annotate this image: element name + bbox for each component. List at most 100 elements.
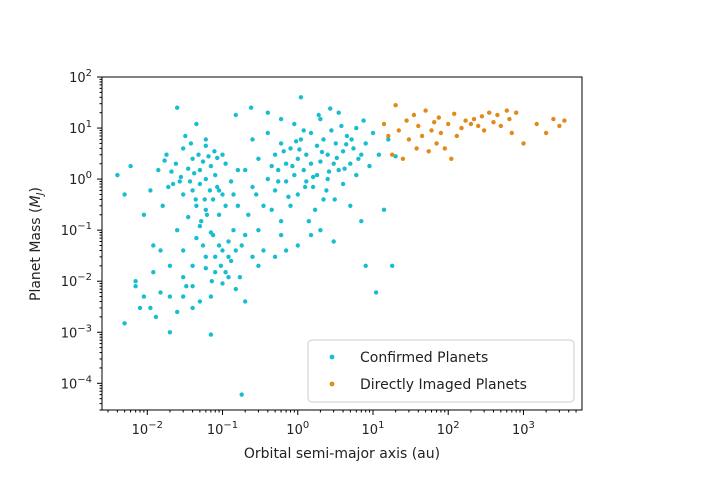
confirmed-planet-point (153, 314, 159, 320)
confirmed-planet-point (302, 184, 308, 190)
imaged-planet-point (436, 115, 441, 120)
confirmed-planet-point (278, 141, 284, 146)
confirmed-planet-point (141, 294, 147, 299)
confirmed-planet-point (306, 219, 311, 224)
confirmed-planet-point (318, 116, 323, 122)
confirmed-planet-point (226, 275, 231, 280)
confirmed-planet-point (115, 172, 120, 178)
confirmed-planet-point (216, 243, 222, 248)
imaged-planet-point (438, 130, 444, 136)
confirmed-planet-point (339, 123, 344, 129)
confirmed-planet-point (308, 232, 314, 238)
confirmed-planet-point (331, 239, 336, 244)
imaged-planet-point (423, 108, 428, 113)
confirmed-planet-point (197, 181, 203, 187)
confirmed-planet-point (243, 167, 248, 173)
confirmed-planet-point (203, 176, 208, 182)
confirmed-planet-point (190, 156, 195, 161)
imaged-planet-point (381, 121, 387, 127)
confirmed-planet-point (151, 243, 156, 248)
confirmed-planet-point (298, 95, 304, 100)
confirmed-planet-point (215, 155, 220, 161)
confirmed-planet-point (363, 141, 368, 146)
confirmed-planet-point (367, 163, 372, 169)
imaged-planet-point (514, 110, 519, 115)
confirmed-planet-point (370, 130, 376, 136)
imaged-planet-point (396, 128, 401, 133)
confirmed-planet-point (188, 141, 194, 146)
confirmed-planet-point (228, 258, 234, 264)
confirmed-planet-point (190, 263, 195, 268)
confirmed-planet-point (122, 192, 127, 197)
confirmed-planet-point (220, 248, 225, 253)
confirmed-planet-point (151, 270, 156, 275)
confirmed-planet-point (340, 181, 346, 187)
confirmed-planet-point (213, 270, 218, 275)
confirmed-planet-point (184, 284, 189, 289)
confirmed-planet-point (354, 125, 359, 131)
imaged-planet-point (459, 125, 464, 131)
confirmed-planet-point (286, 194, 291, 199)
imaged-planet-point (468, 121, 474, 127)
confirmed-planet-point (194, 121, 199, 127)
confirmed-planet-point (354, 172, 359, 178)
confirmed-planet-point (177, 179, 182, 184)
y-axis-label: Planet Mass (MJ) (28, 187, 46, 301)
confirmed-planet-point (181, 192, 186, 197)
x-tick-label: 101 (362, 420, 385, 438)
confirmed-planet-point (202, 197, 207, 202)
legend-marker-confirmed (329, 354, 335, 360)
confirmed-planet-point (283, 161, 289, 166)
confirmed-planet-point (292, 172, 297, 178)
confirmed-planet-point (331, 161, 336, 166)
confirmed-planet-point (148, 188, 153, 193)
confirmed-planet-point (210, 197, 216, 202)
imaged-planet-point (429, 128, 434, 133)
confirmed-planet-point (208, 332, 214, 337)
confirmed-planet-point (233, 286, 238, 292)
confirmed-planet-point (216, 188, 222, 193)
confirmed-planet-point (261, 203, 266, 208)
confirmed-planet-point (231, 228, 236, 233)
confirmed-planet-point (342, 166, 347, 171)
confirmed-planet-point (203, 266, 208, 271)
x-tick-label: 100 (286, 420, 309, 438)
confirmed-planet-point (164, 152, 169, 157)
confirmed-planet-point (215, 184, 220, 190)
confirmed-planet-point (314, 172, 320, 178)
confirmed-planet-point (312, 207, 318, 212)
confirmed-planet-point (237, 275, 243, 280)
confirmed-planet-point (333, 141, 338, 146)
confirmed-planet-point (295, 243, 300, 248)
confirmed-planet-point (295, 156, 300, 161)
confirmed-planet-point (203, 137, 208, 142)
confirmed-planet-point (243, 299, 248, 304)
confirmed-planet-point (349, 137, 354, 142)
confirmed-planet-point (235, 167, 241, 173)
confirmed-planet-point (310, 184, 316, 190)
y-axis-label-suffix: ) (28, 187, 44, 192)
confirmed-planet-point (181, 248, 186, 253)
confirmed-planet-point (186, 214, 191, 220)
confirmed-planet-point (175, 309, 180, 315)
confirmed-planet-point (293, 139, 299, 144)
confirmed-planet-point (304, 179, 309, 184)
confirmed-planet-point (181, 275, 186, 280)
confirmed-planet-point (297, 147, 302, 152)
y-tick-label: 10−1 (61, 221, 92, 239)
confirmed-planet-point (301, 167, 306, 173)
confirmed-planet-point (243, 232, 248, 238)
imaged-planet-point (446, 121, 451, 127)
confirmed-planet-point (340, 149, 346, 154)
imaged-planet-point (479, 114, 485, 119)
imaged-planet-point (416, 123, 421, 129)
confirmed-planet-point (122, 321, 127, 326)
confirmed-planet-point (269, 207, 274, 212)
legend-label-confirmed: Confirmed Planets (360, 350, 488, 366)
confirmed-planet-point (128, 163, 133, 169)
imaged-planet-point (481, 128, 487, 133)
confirmed-planet-point (220, 281, 225, 286)
confirmed-planet-point (328, 106, 333, 111)
confirmed-planet-point (304, 152, 309, 157)
confirmed-planet-point (160, 203, 165, 208)
